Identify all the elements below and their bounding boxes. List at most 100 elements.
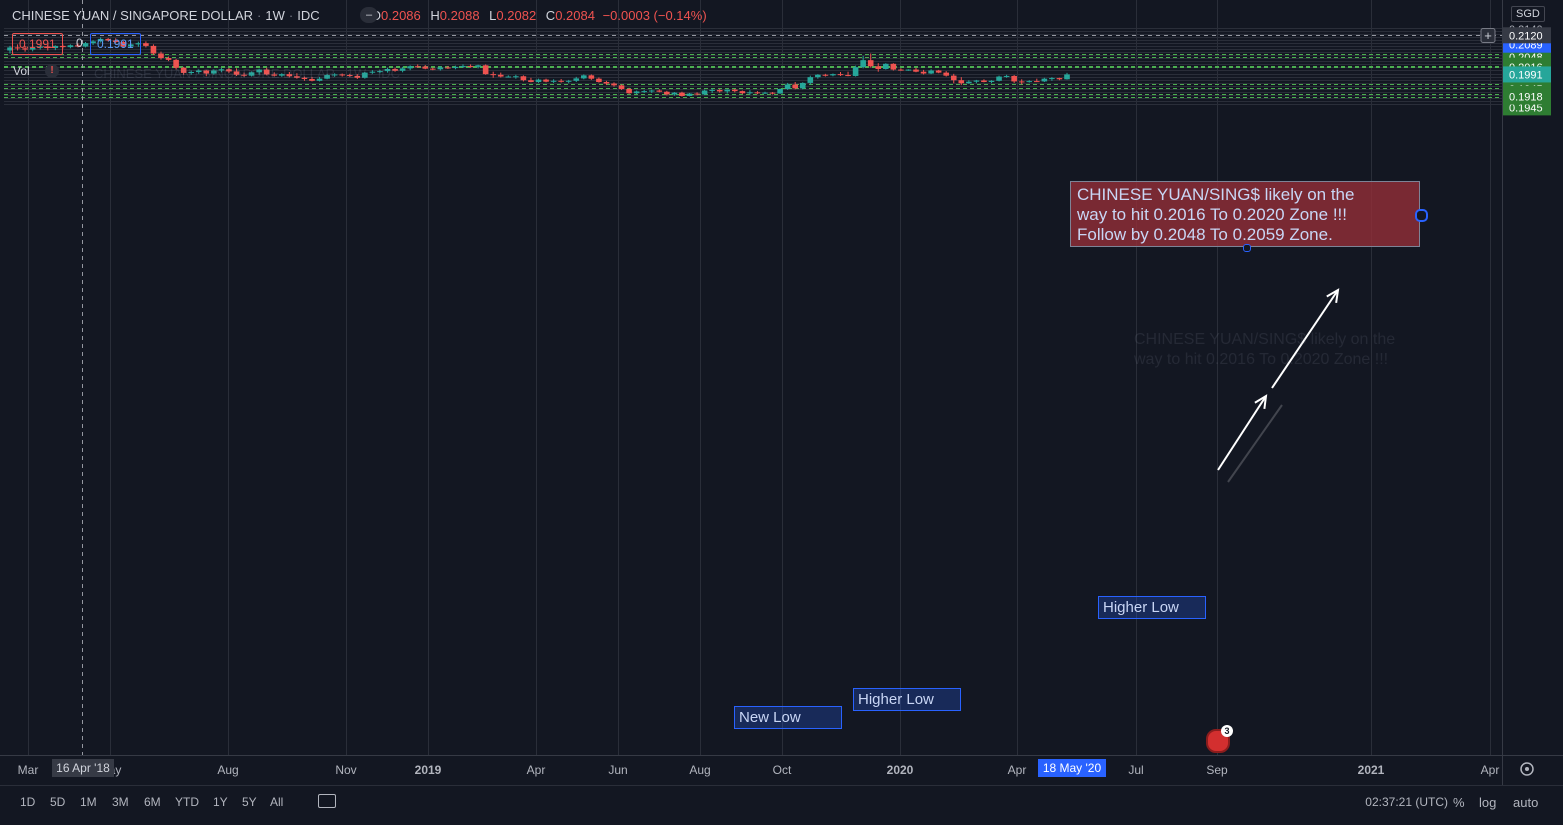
candle-body	[97, 38, 104, 42]
candle-body	[890, 63, 897, 70]
auto-toggle[interactable]: auto	[1513, 795, 1539, 810]
candle-body	[354, 75, 361, 78]
candle-body	[188, 72, 194, 74]
settings-gear-center	[1525, 767, 1529, 771]
range-button[interactable]: 1Y	[213, 795, 228, 809]
candle-body	[180, 67, 187, 73]
candle-body	[112, 40, 119, 42]
candle-body	[611, 83, 617, 86]
candle-body	[60, 45, 66, 48]
candle-body	[852, 67, 859, 76]
candle-body	[263, 69, 270, 75]
candle-body	[248, 72, 255, 76]
symbol-legend[interactable]: CHINESE YUAN / SINGAPORE DOLLAR·1W·IDC O…	[12, 8, 707, 23]
range-button[interactable]: 5Y	[242, 795, 257, 809]
candlestick-series	[7, 37, 1070, 97]
candle-body	[792, 84, 798, 89]
percent-toggle[interactable]: %	[1453, 795, 1465, 810]
current-price-badge-text: 0.1991	[1509, 69, 1543, 81]
candle-body	[490, 74, 496, 76]
candle-body	[981, 80, 987, 83]
x-tick-label: Nov	[335, 763, 356, 777]
candle-body	[339, 74, 345, 76]
current-price-badge	[1503, 66, 1551, 83]
candle-body	[120, 41, 127, 47]
candle-body	[920, 71, 927, 74]
candle-body	[943, 72, 949, 76]
candle-body	[588, 75, 595, 79]
arrow-2-head	[1326, 288, 1340, 304]
forecast-note[interactable]: CHINESE YUAN/SING$ likely on the way to …	[1070, 181, 1420, 247]
candle-body	[671, 92, 678, 95]
candle-body	[905, 69, 912, 71]
candle-body	[271, 74, 278, 76]
open-value: 0.2086	[381, 8, 421, 23]
date-range-icon[interactable]	[318, 794, 336, 808]
note-anchor-icon[interactable]	[1243, 244, 1251, 252]
candle-body	[143, 43, 149, 46]
candle-body	[1026, 81, 1033, 83]
crosshair-price-badge	[1503, 27, 1551, 44]
x-tick-label: 2021	[1358, 763, 1385, 777]
collapse-legend-button[interactable]: –	[360, 7, 378, 23]
ask-price-box[interactable]: 0.1991	[90, 33, 141, 55]
close-value: 0.2084	[555, 8, 595, 23]
alert-icon[interactable]	[1206, 729, 1230, 753]
candle-body	[331, 74, 338, 76]
candle-body	[430, 68, 436, 70]
chart-grid	[0, 0, 1563, 785]
candle-body	[996, 76, 1002, 81]
candle-body	[497, 74, 504, 77]
log-toggle[interactable]: log	[1479, 795, 1497, 810]
candle-body	[286, 74, 293, 77]
range-button[interactable]: 1D	[20, 795, 36, 809]
higher-low-label-1[interactable]: Higher Low	[853, 688, 961, 711]
new-low-label[interactable]: New Low	[734, 706, 842, 729]
range-button[interactable]: 6M	[144, 795, 161, 809]
candle-body	[686, 93, 693, 96]
candle-body	[565, 80, 572, 82]
range-button[interactable]: YTD	[175, 795, 199, 809]
crosshair-date-badge	[52, 759, 114, 777]
candle-body	[694, 93, 700, 95]
candle-body	[573, 78, 580, 81]
higher-low-label-2[interactable]: Higher Low	[1098, 596, 1206, 619]
volume-indicator-label[interactable]: Vol	[13, 64, 30, 78]
candle-body	[769, 92, 776, 94]
candle-body	[165, 58, 172, 60]
warning-icon[interactable]: !	[45, 64, 59, 78]
candle-body	[679, 92, 685, 96]
horizontal-levels	[4, 54, 1502, 98]
range-button[interactable]: 1M	[80, 795, 97, 809]
ghost-note-line1: CHINESE YUAN/SING$ likely on the	[1134, 331, 1396, 348]
candle-body	[82, 43, 89, 47]
candle-body	[1034, 81, 1040, 83]
candle-body	[543, 79, 549, 82]
candle-body	[656, 90, 663, 92]
candle-body	[754, 92, 761, 94]
level-badge	[1503, 88, 1551, 105]
currency-button[interactable]: SGD	[1511, 6, 1545, 22]
candle-body	[935, 70, 942, 73]
range-button[interactable]: 3M	[112, 795, 129, 809]
marker-date-badge	[1038, 759, 1106, 777]
candle-body	[837, 74, 844, 76]
candle-body	[445, 67, 451, 69]
low-value: 0.2082	[496, 8, 537, 23]
candle-body	[203, 70, 210, 74]
close-label: C	[545, 8, 556, 23]
candle-body	[7, 47, 13, 51]
candle-body	[475, 65, 481, 67]
range-button[interactable]: All	[270, 795, 284, 809]
range-button[interactable]: 5D	[50, 795, 66, 809]
candle-body	[1041, 78, 1048, 82]
bid-price-box[interactable]: 0.1991	[12, 33, 63, 55]
note-handle-icon[interactable]	[1415, 209, 1428, 222]
price-axis: 0.21400.21300.21100.21000.20800.20700.20…	[1503, 24, 1551, 116]
exchange-label: IDC	[297, 8, 320, 23]
candle-body	[716, 89, 723, 92]
candle-body	[815, 74, 821, 78]
clock-display[interactable]: 02:37:21 (UTC)	[1365, 795, 1448, 809]
candle-body	[648, 90, 655, 92]
